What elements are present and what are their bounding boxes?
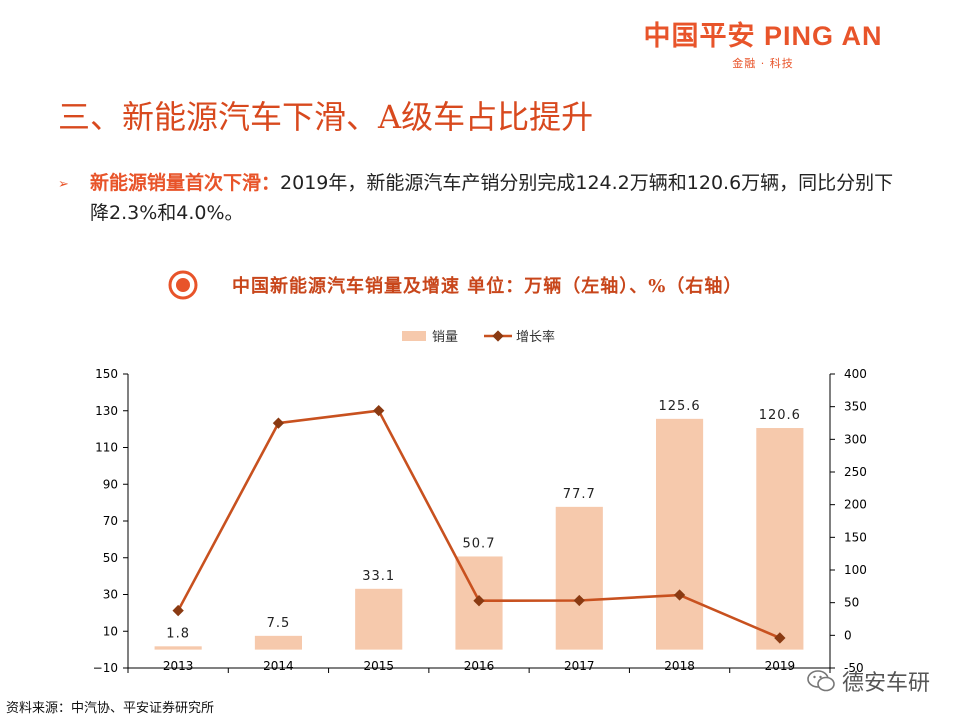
wechat-icon — [807, 670, 835, 692]
growth-point — [573, 594, 585, 607]
legend-sales-label: 销量 — [432, 330, 458, 345]
source-note: 资料来源：中汽协、平安证券研究所 — [6, 701, 215, 716]
growth-point — [373, 404, 385, 417]
sales-bar — [355, 588, 403, 650]
y-right-tick-label: 0 — [844, 628, 852, 642]
chart-axes: 150 130 110 90 70 50 30 10 −10 400 350 300 250 200 150… — [93, 367, 867, 675]
bar-value-label: 77.7 — [563, 487, 596, 502]
y-right-tick-label: 350 — [844, 400, 867, 414]
logo-main-text: 中国平安 PING AN — [643, 21, 883, 51]
y-right-tick-label: 200 — [844, 498, 867, 512]
y-left-tick-label: 110 — [95, 441, 118, 455]
x-tick-label: 2017 — [564, 659, 595, 673]
page-title: 三、新能源汽车下滑、A级车占比提升 — [58, 98, 594, 136]
chart-heading: 中国新能源汽车销量及增速 单位：万辆（左轴）、%（右轴） — [168, 268, 868, 302]
watermark-text: 德安车研 — [841, 671, 930, 696]
pingan-logo: 中国平安 PING AN 金融 · 科技 — [628, 14, 898, 71]
chart-legend: 销量 增长率 — [402, 329, 555, 345]
chart-heading-text: 中国新能源汽车销量及增速 单位：万辆（左轴）、%（右轴） — [232, 276, 743, 297]
x-tick-label: 2014 — [263, 659, 294, 673]
bullet-lead: 新能源销量首次下滑： — [90, 172, 281, 194]
y-left-tick-label: 70 — [103, 514, 118, 528]
y-left-tick-label: 130 — [95, 404, 118, 418]
bullet-body: 2019年，新能源汽车产销分别完成124.2万辆和120.6万辆，同比分别下降2… — [90, 172, 894, 224]
growth-point — [673, 589, 686, 601]
legend-growth-marker — [492, 330, 504, 342]
y-left-tick-label: −10 — [93, 661, 118, 675]
y-right-tick-label: 100 — [844, 563, 867, 577]
chart-labels: 1.8 7.5 33.1 50.7 77.7 125.6 120.6 — [166, 399, 801, 641]
bar-series — [154, 418, 804, 650]
y-left-tick-label: 50 — [103, 551, 118, 565]
target-icon — [168, 270, 198, 300]
bar-value-label: 120.6 — [759, 408, 801, 423]
bar-value-label: 125.6 — [658, 399, 700, 414]
bar-value-label: 50.7 — [463, 536, 496, 551]
x-tick-label: 2013 — [163, 659, 194, 673]
x-tick-label: 2015 — [363, 659, 394, 673]
y-right-tick-label: 400 — [844, 367, 867, 381]
bullet-arrow-icon: ➢ — [58, 177, 69, 192]
legend-growth-label: 增长率 — [516, 329, 555, 345]
y-left-tick-label: 10 — [103, 624, 118, 638]
watermark: 德安车研 — [806, 665, 930, 697]
line-series — [172, 404, 786, 644]
y-right-tick-label: 150 — [844, 530, 867, 544]
sales-bar — [154, 646, 202, 650]
growth-point — [774, 632, 786, 644]
sales-bar — [254, 635, 302, 650]
x-tick-label: 2016 — [464, 659, 495, 673]
legend-sales-swatch — [402, 331, 426, 341]
y-left-tick-label: 90 — [103, 477, 118, 491]
y-right-tick-label: 50 — [844, 596, 859, 610]
growth-point — [473, 595, 485, 607]
bullet-text: 新能源销量首次下滑：2019年，新能源汽车产销分别完成124.2万辆和120.6… — [90, 168, 908, 228]
bar-value-label: 33.1 — [362, 569, 395, 584]
sales-bar — [756, 428, 804, 650]
x-tick-label: 2019 — [765, 659, 796, 673]
y-right-tick-label: -50 — [844, 661, 864, 675]
y-left-tick-label: 150 — [95, 367, 118, 381]
growth-point — [172, 604, 184, 617]
y-left-tick-label: 30 — [103, 588, 118, 602]
y-right-tick-label: 250 — [844, 465, 867, 479]
x-tick-label: 2018 — [664, 659, 695, 673]
bar-value-label: 1.8 — [166, 626, 190, 641]
bullet-point: ➢ 新能源销量首次下滑：2019年，新能源汽车产销分别完成124.2万辆和120… — [58, 168, 908, 228]
bar-value-label: 7.5 — [267, 616, 291, 631]
growth-point — [272, 417, 285, 429]
y-right-tick-label: 300 — [844, 432, 867, 446]
logo-sub-text: 金融 · 科技 — [732, 57, 794, 70]
sales-bar — [656, 418, 704, 650]
sales-bar — [555, 506, 603, 650]
